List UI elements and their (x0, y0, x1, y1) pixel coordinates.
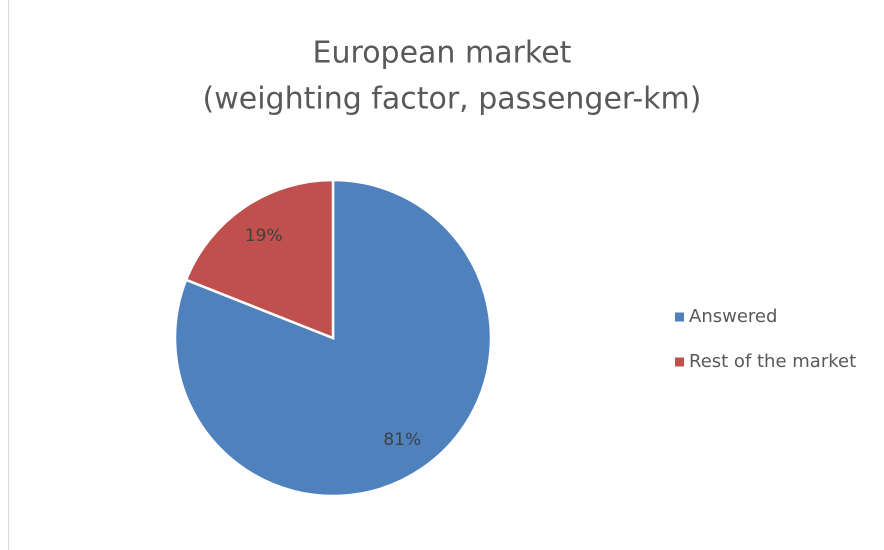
data-label: 81% (383, 430, 421, 450)
chart-title: European market (313, 36, 572, 71)
legend-swatch (675, 357, 684, 367)
legend-swatch (675, 312, 684, 322)
pie-slice (184, 178, 335, 340)
legend-label: Answered (689, 306, 777, 327)
legend-label: Rest of the market (689, 351, 856, 372)
data-label: 19% (245, 226, 283, 246)
chart-subtitle: (weighting factor, passenger-km) (203, 82, 702, 117)
